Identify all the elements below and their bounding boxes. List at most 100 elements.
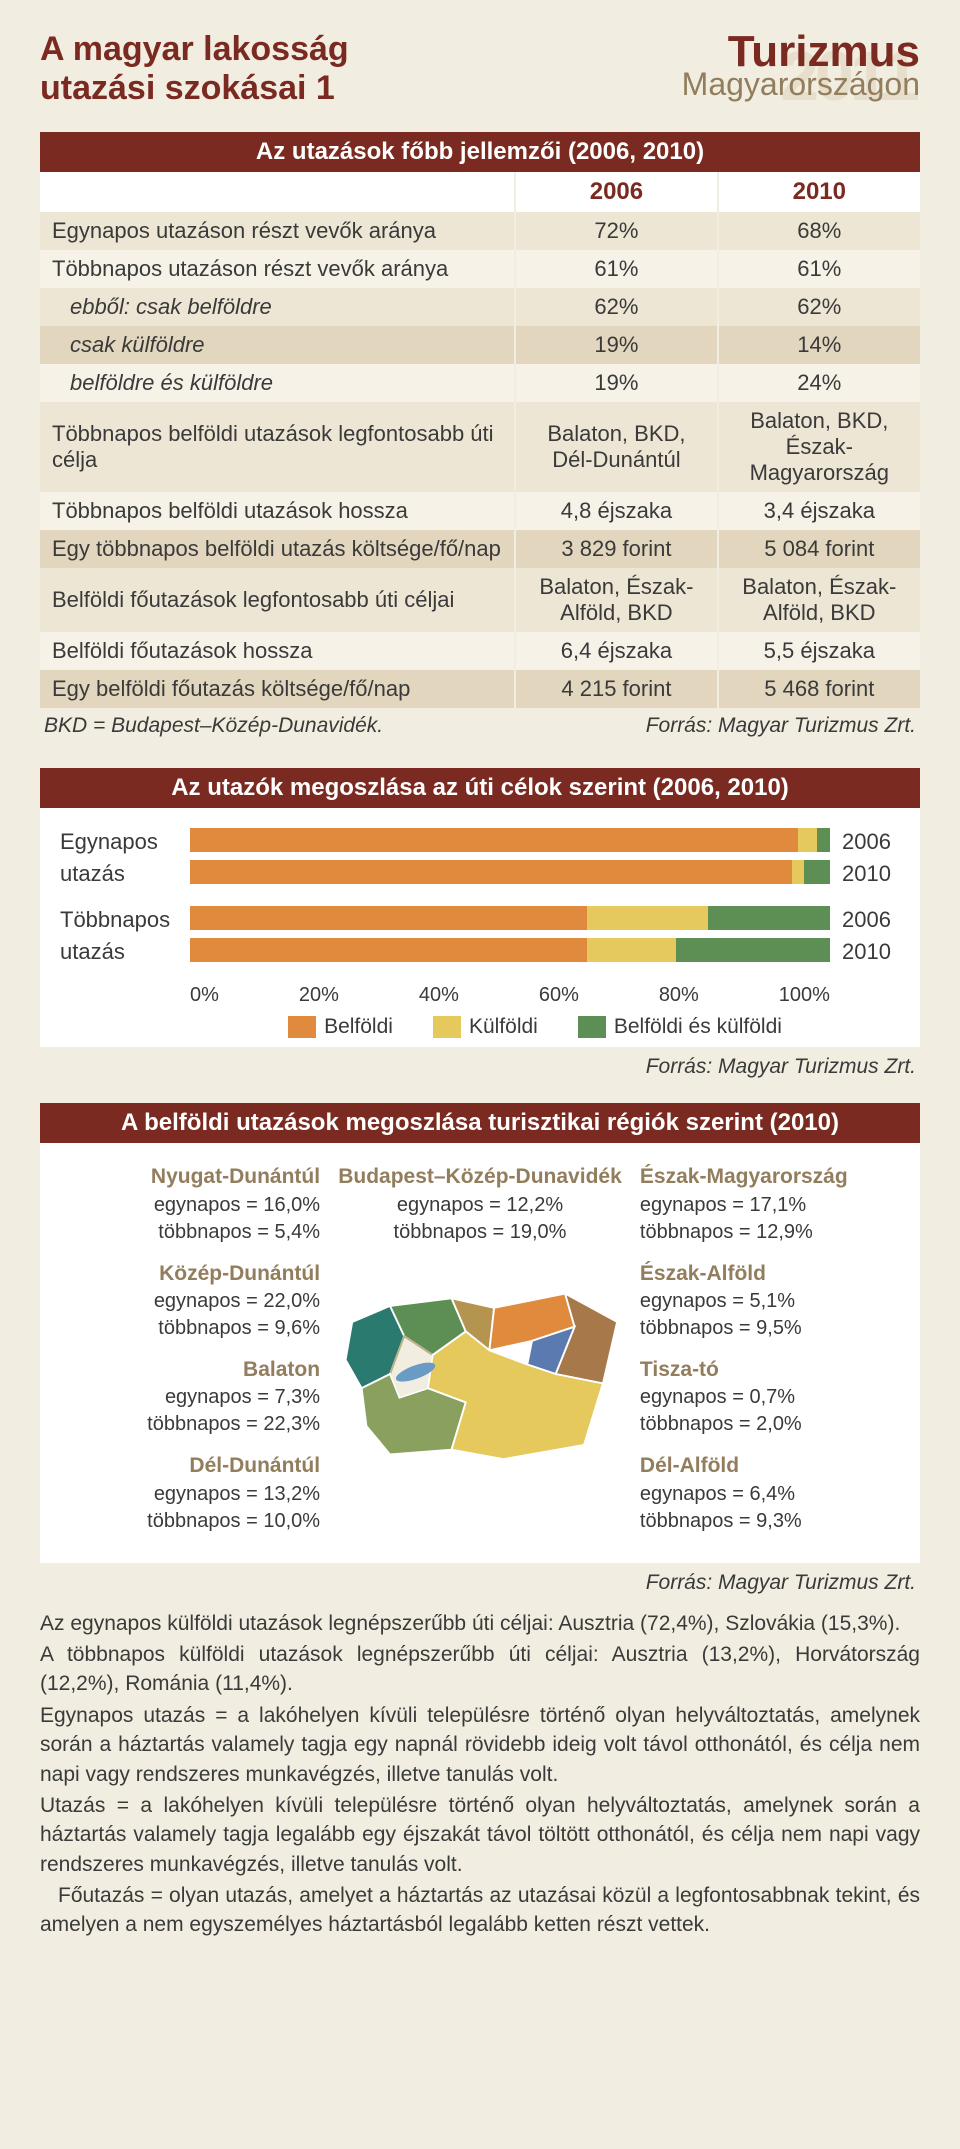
chart-section: Az utazók megoszlása az úti célok szerin… [40,768,920,1079]
table-cell-value-2006: 72% [515,212,717,250]
table-footnote: BKD = Budapest–Közép-Dunavidék. Forrás: … [40,708,920,738]
region-stat: Dél-Alföldegynapos = 6,4%többnapos = 9,3… [640,1452,898,1534]
legend-swatch [288,1016,316,1038]
body-p5: Főutazás = olyan utazás, amelyet a házta… [40,1881,920,1940]
chart-axis-tick: 20% [299,984,339,1007]
region-val-1: egynapos = 6,4% [640,1481,898,1508]
chart-group-label: Egynapos [60,829,190,855]
table-cell-value-2006: 19% [515,364,717,402]
chart-segment [676,938,830,962]
table-cell-value-2010: 14% [718,326,920,364]
table-cell-label: Többnapos belföldi utazások hossza [40,492,515,530]
table-cell-label: belföldre és külföldre [40,364,515,402]
region-val-1: egynapos = 5,1% [640,1288,898,1315]
chart-group-label: utazás [60,939,190,965]
table-cell-value-2006: 4,8 éjszaka [515,492,717,530]
region-val-2: többnapos = 12,9% [640,1219,898,1246]
table-cell-value-2006: 6,4 éjszaka [515,632,717,670]
region-val-2: többnapos = 19,0% [338,1219,622,1246]
chart-segment [190,938,587,962]
footnote-right: Forrás: Magyar Turizmus Zrt. [646,714,916,738]
body-p4: Utazás = a lakóhelyen kívüli településre… [40,1791,920,1879]
chart-axis-tick: 60% [539,984,579,1007]
table-row: Belföldi főutazások hossza6,4 éjszaka5,5… [40,632,920,670]
table-cell-value-2010: 62% [718,288,920,326]
chart-row: utazás2010 [60,860,900,888]
region-val-2: többnapos = 5,4% [62,1219,320,1246]
table-cell-value-2006: 19% [515,326,717,364]
table-cell-value-2010: Balaton, Észak-Alföld, BKD [718,568,920,632]
chart-legend: BelföldiKülföldiBelföldi és külföldi [170,1015,900,1039]
chart-body: Egynapos2006utazás2010Többnapos2006utazá… [40,808,920,1047]
chart-group-label: utazás [60,861,190,887]
table-row: Egy belföldi főutazás költsége/fő/nap4 2… [40,670,920,708]
table-row: Többnapos utazáson részt vevők aránya 61%… [40,250,920,288]
region-body: Nyugat-Dunántúlegynapos = 16,0%többnapos… [40,1143,920,1562]
region-stat: Balatonegynapos = 7,3%többnapos = 22,3% [62,1356,320,1438]
table-cell-value-2006: 62% [515,288,717,326]
chart-segment [190,860,792,884]
region-val-2: többnapos = 9,5% [640,1315,898,1342]
region-stat: Észak-Alföldegynapos = 5,1%többnapos = 9… [640,1260,898,1342]
title-line-2: utazási szokásai 1 [40,69,349,108]
legend-swatch [578,1016,606,1038]
region-val-1: egynapos = 0,7% [640,1384,898,1411]
chart-row: Egynapos 2006 [60,828,900,856]
region-stat: Nyugat-Dunántúlegynapos = 16,0%többnapos… [62,1163,320,1245]
brand-block: 2011 Turizmus Magyarországon [682,30,920,100]
region-val-1: egynapos = 12,2% [338,1192,622,1219]
body-p2: A többnapos külföldi utazások legnépszer… [40,1640,920,1699]
table-row: Többnapos belföldi utazások hossza4,8 éj… [40,492,920,530]
chart-row: utazás2010 [60,938,900,966]
chart-axis-tick: 100% [779,984,830,1007]
chart-axis-tick: 80% [659,984,699,1007]
page-title: A magyar lakosság utazási szokásai 1 [40,30,349,108]
legend-item: Belföldi [288,1015,393,1039]
table-head-year-a: 2006 [515,172,717,212]
region-val-1: egynapos = 7,3% [62,1384,320,1411]
table-cell-label: Többnapos utazáson részt vevők aránya [40,250,515,288]
table-cell-value-2006: 4 215 forint [515,670,717,708]
chart-source: Forrás: Magyar Turizmus Zrt. [40,1047,920,1079]
table-cell-label: Egy belföldi főutazás költsége/fő/nap [40,670,515,708]
chart-bar [190,906,830,930]
chart-axis: 0%20%40%60%80%100% [190,984,830,1007]
table-row: Egynapos utazáson részt vevők aránya72%6… [40,212,920,250]
chart-bar [190,860,830,884]
table-row: belföldre és külföldre19%24% [40,364,920,402]
table-section: Az utazások főbb jellemzői (2006, 2010) … [40,132,920,738]
chart-segment [190,906,587,930]
table-cell-value-2010: 24% [718,364,920,402]
legend-item: Belföldi és külföldi [578,1015,782,1039]
table-cell-value-2006: 3 829 forint [515,530,717,568]
region-bkd: Budapest–Közép-Dunavidék egynapos = 12,2… [338,1163,622,1245]
region-name: Tisza-tó [640,1356,898,1384]
table-cell-value-2010: 5 468 forint [718,670,920,708]
chart-segment [708,906,830,930]
region-name: Dél-Alföld [640,1452,898,1480]
table-cell-label: Belföldi főutazások legfontosabb úti cél… [40,568,515,632]
legend-swatch [433,1016,461,1038]
chart-segment [190,828,798,852]
region-stat: Közép-Dunántúlegynapos = 22,0%többnapos … [62,1260,320,1342]
table-cell-value-2010: 61% [718,250,920,288]
brand-sub: Magyarországon [682,68,920,100]
chart-year-label: 2006 [830,829,900,855]
chart-segment [587,938,677,962]
table-row: ebből: csak belföldre62%62% [40,288,920,326]
chart-bar [190,828,830,852]
region-name: Észak-Alföld [640,1260,898,1288]
region-source: Forrás: Magyar Turizmus Zrt. [40,1563,920,1595]
body-p1: Az egynapos külföldi utazások legnépszer… [40,1609,920,1638]
table-cell-label: csak külföldre [40,326,515,364]
region-name: Dél-Dunántúl [62,1452,320,1480]
chart-bar [190,938,830,962]
page-header: A magyar lakosság utazási szokásai 1 201… [40,30,920,108]
chart-axis-tick: 0% [190,984,219,1007]
region-val-1: egynapos = 16,0% [62,1192,320,1219]
chart-segment [804,860,830,884]
chart-year-label: 2006 [830,907,900,933]
region-val-2: többnapos = 2,0% [640,1411,898,1438]
region-val-1: egynapos = 22,0% [62,1288,320,1315]
table-cell-value-2010: Balaton, BKD, Észak-Magyarország [718,402,920,492]
